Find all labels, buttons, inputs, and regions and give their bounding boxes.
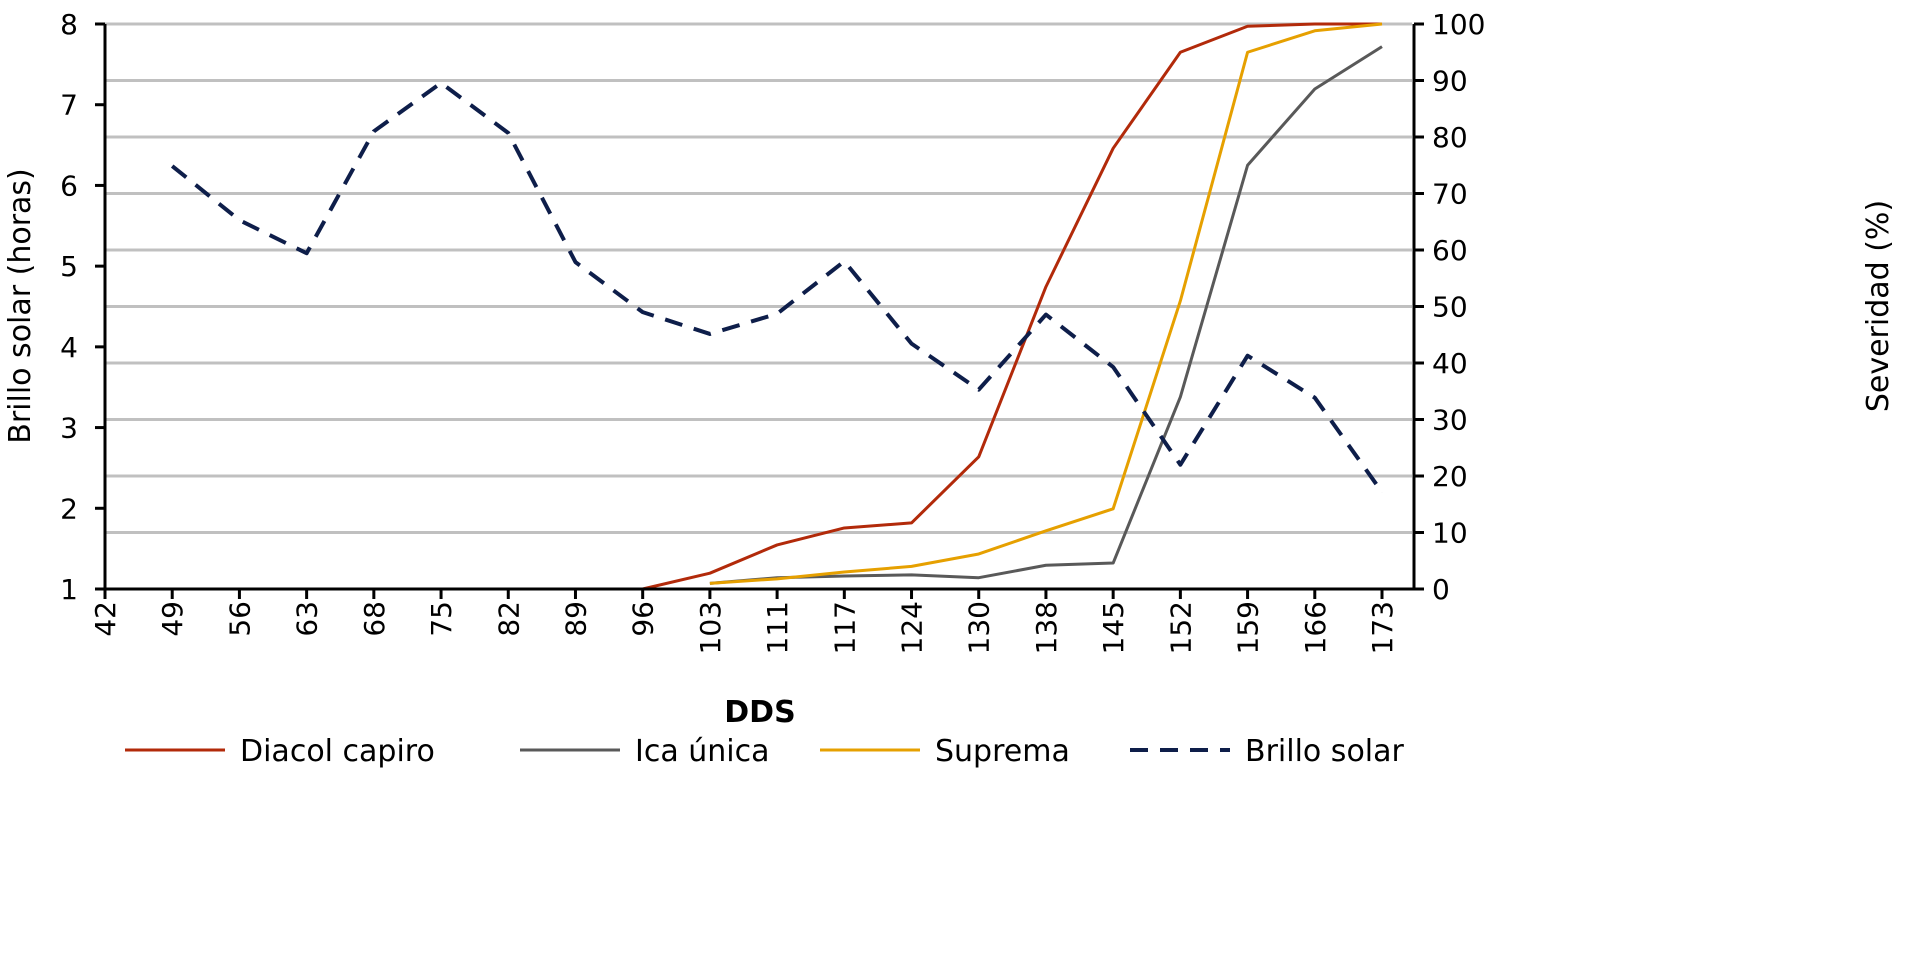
x-tick-label: 145: [1097, 601, 1130, 654]
x-tick-label: 152: [1164, 601, 1197, 654]
x-axis-title: DDS: [724, 695, 795, 730]
y2-tick-label: 80: [1432, 121, 1468, 154]
x-tick-label: 130: [963, 601, 996, 654]
y2-tick-label: 50: [1432, 291, 1468, 324]
x-tick-label: 111: [761, 601, 794, 654]
y2-tick-label: 30: [1432, 404, 1468, 437]
x-tick-label: 68: [358, 601, 391, 637]
y2-tick-label: 0: [1432, 573, 1450, 606]
x-tick-label: 42: [89, 601, 122, 637]
y2-tick-label: 60: [1432, 234, 1468, 267]
x-tick-label: 75: [425, 601, 458, 637]
y-tick-label: 7: [60, 89, 78, 122]
y-tick-label: 5: [60, 250, 78, 283]
y-tick-label: 8: [60, 8, 78, 41]
x-tick-label: 103: [694, 601, 727, 654]
y2-tick-label: 20: [1432, 460, 1468, 493]
x-tick-label: 56: [223, 601, 256, 637]
x-tick-label: 166: [1299, 601, 1332, 654]
legend-label: Ica única: [635, 734, 770, 769]
y2-axis-title: Severidad (%): [1861, 200, 1896, 412]
y2-tick-label: 90: [1432, 65, 1468, 98]
y-tick-label: 6: [60, 169, 78, 202]
x-tick-label: 96: [627, 601, 660, 637]
legend-label: Brillo solar: [1245, 734, 1405, 769]
x-tick-label: 117: [828, 601, 861, 654]
axes: [95, 22, 1424, 599]
y2-tick-label: 70: [1432, 178, 1468, 211]
legend: Diacol capiro Ica única Suprema Brillo sola…: [125, 734, 1405, 769]
y2-tick-label: 40: [1432, 347, 1468, 380]
series-lines: [170, 22, 1384, 591]
x-tick-label: 49: [156, 601, 189, 637]
y-tick-label: 3: [60, 412, 78, 445]
gridlines: [105, 22, 1412, 534]
x-tick-label: 63: [291, 601, 324, 637]
x-tick-label: 138: [1030, 601, 1063, 654]
x-tick-label: 82: [492, 601, 525, 637]
series-suprema: [709, 22, 1383, 585]
legend-label: Suprema: [935, 734, 1070, 769]
series-brillo-solar: [170, 80, 1384, 494]
y-tick-label: 4: [60, 331, 78, 364]
x-tick-label: 159: [1232, 601, 1265, 654]
y2-tick-label: 100: [1432, 8, 1485, 41]
series-diacol-capiro: [642, 22, 1382, 591]
x-tick-label: 89: [559, 601, 592, 637]
x-tick-label: 173: [1366, 601, 1399, 654]
y2-tick-label: 10: [1432, 517, 1468, 550]
x-tick-label: 124: [896, 601, 929, 654]
y-tick-label: 1: [60, 573, 78, 606]
legend-label: Diacol capiro: [240, 734, 435, 769]
y-tick-label: 2: [60, 492, 78, 525]
y-axis-title: Brillo solar (horas): [3, 168, 38, 444]
